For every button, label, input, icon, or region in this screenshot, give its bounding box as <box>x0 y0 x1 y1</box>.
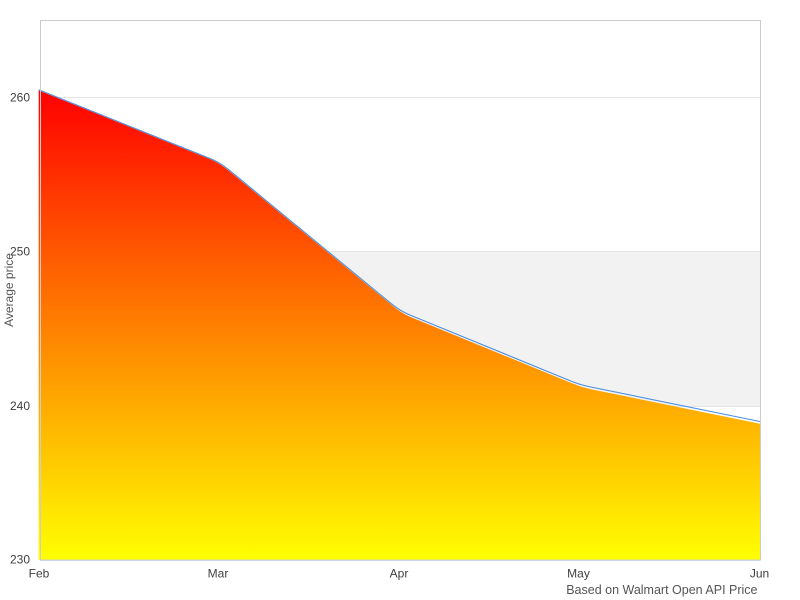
svg-text:May: May <box>567 567 590 581</box>
svg-text:Based on Walmart Open API Pric: Based on Walmart Open API Price <box>566 583 757 597</box>
svg-text:250: 250 <box>10 245 30 259</box>
svg-text:230: 230 <box>10 553 30 567</box>
svg-text:Mar: Mar <box>208 567 229 581</box>
svg-text:240: 240 <box>10 399 30 413</box>
svg-text:Average price: Average price <box>2 253 16 327</box>
svg-text:Jun: Jun <box>750 567 769 581</box>
svg-text:Apr: Apr <box>390 567 409 581</box>
svg-text:260: 260 <box>10 91 30 105</box>
svg-text:Feb: Feb <box>29 567 50 581</box>
